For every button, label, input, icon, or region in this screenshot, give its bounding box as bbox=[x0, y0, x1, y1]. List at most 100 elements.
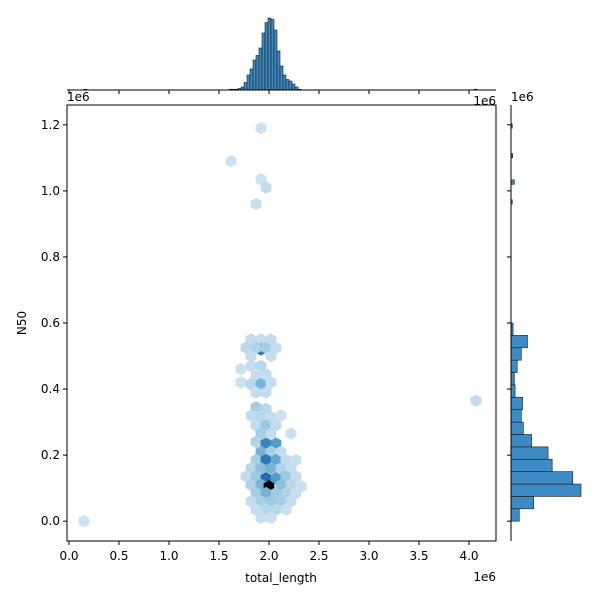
x-marginal-bar bbox=[249, 68, 254, 91]
x-marginal-histogram bbox=[83, 17, 478, 91]
hexbin-cell bbox=[270, 341, 282, 354]
hexbin-cell bbox=[265, 495, 277, 508]
hexbin-cell bbox=[280, 486, 292, 500]
y-tick-label: 0.4 bbox=[41, 382, 60, 396]
hexbin-cell bbox=[265, 427, 277, 440]
hexbin-cell bbox=[245, 377, 257, 391]
hexbin-cell bbox=[260, 453, 272, 467]
x-marginal-bar bbox=[279, 65, 284, 91]
x-marginal-bar bbox=[282, 74, 287, 91]
x-marginal-bar bbox=[261, 32, 266, 91]
hexbin-cell bbox=[260, 181, 272, 194]
hexbin-cell bbox=[265, 376, 277, 389]
y-tick-label: 0.0 bbox=[41, 514, 60, 528]
hexbin-cell bbox=[260, 503, 272, 516]
hexbin-cell bbox=[280, 453, 292, 467]
y-marginal-offset-label: 1e6 bbox=[511, 90, 534, 104]
y-axis-ticks: 0.0 0.2 0.4 0.6 0.8 1.0 1.2 bbox=[41, 118, 67, 528]
hexbin-cell bbox=[255, 173, 267, 186]
y-tick-label: 1.2 bbox=[41, 118, 60, 132]
y-tick-label: 0.2 bbox=[41, 448, 60, 462]
hexbin-cell bbox=[280, 503, 292, 516]
x-marginal-bar bbox=[273, 29, 278, 91]
hexbin-cell bbox=[250, 197, 262, 211]
x-tick-label: 2.5 bbox=[309, 549, 328, 563]
hexbin-cell bbox=[470, 394, 482, 407]
hexbin-cell bbox=[235, 376, 247, 389]
hexbin-cell bbox=[255, 495, 267, 508]
x-marginal-bar bbox=[258, 47, 263, 91]
x-marginal-bar bbox=[246, 74, 251, 91]
hexbin-cell bbox=[260, 386, 272, 399]
hexbin-cell bbox=[265, 333, 277, 346]
x-tick-label: 4.0 bbox=[459, 549, 478, 563]
y-marginal-bar bbox=[510, 446, 549, 460]
hexbin-cell bbox=[225, 155, 237, 168]
y-marginal-bar bbox=[510, 384, 516, 398]
hexbin-cell bbox=[78, 515, 90, 528]
hexbin-cell bbox=[240, 341, 252, 354]
hexbin-cell bbox=[235, 363, 247, 376]
y-tick-label: 1.0 bbox=[41, 184, 60, 198]
hexbin-cell bbox=[275, 409, 287, 422]
hexbin-cell bbox=[245, 359, 257, 373]
hexbin-cell bbox=[265, 462, 277, 475]
x-marginal-offset-label: 1e6 bbox=[473, 94, 496, 108]
x-offset-label: 1e6 bbox=[473, 570, 496, 584]
hexbin-cell bbox=[260, 419, 272, 432]
hexbin-cell bbox=[290, 486, 302, 500]
hexbin-cell bbox=[280, 470, 292, 483]
y-offset-label: 1e6 bbox=[67, 90, 90, 104]
hexbin-cell bbox=[285, 427, 297, 440]
x-marginal-bar bbox=[252, 59, 257, 91]
hexbin-cell bbox=[275, 478, 287, 491]
hexbin-cell bbox=[255, 410, 267, 424]
hexbin-cell bbox=[250, 386, 262, 399]
y-marginal-bar bbox=[510, 508, 520, 522]
hexbin-cell bbox=[265, 445, 277, 458]
x-marginal-bar bbox=[288, 80, 293, 91]
hexbin-cell bbox=[255, 445, 267, 458]
hexbin-cell bbox=[260, 486, 272, 500]
y-tick-label: 0.6 bbox=[41, 316, 60, 330]
hexbin-cell bbox=[255, 359, 267, 373]
y-marginal-bar bbox=[510, 483, 582, 497]
y-marginal-histogram bbox=[510, 123, 582, 522]
hexbin-cell bbox=[245, 495, 257, 508]
hexbin-cell bbox=[255, 377, 267, 391]
hexbin-cell bbox=[285, 462, 297, 475]
hexbin-cell bbox=[240, 470, 252, 483]
hexbin-cell bbox=[250, 453, 262, 467]
hexbin-cell bbox=[275, 445, 287, 458]
x-tick-label: 3.0 bbox=[359, 549, 378, 563]
hexbin-cell bbox=[260, 368, 272, 381]
hexbin-cell bbox=[265, 349, 277, 363]
y-marginal-ticks bbox=[507, 124, 511, 522]
x-tick-label: 3.5 bbox=[409, 549, 428, 563]
x-marginal-bar bbox=[270, 19, 275, 91]
hexbin-cell bbox=[250, 503, 262, 516]
hexbin-cell bbox=[270, 486, 282, 500]
hexbin-cell bbox=[250, 470, 262, 483]
x-marginal-bar bbox=[291, 83, 296, 91]
hexbin-cell bbox=[270, 419, 282, 432]
x-tick-label: 2.0 bbox=[259, 549, 278, 563]
hexbin-layer bbox=[78, 121, 482, 528]
hexbin-cell bbox=[285, 495, 297, 508]
y-marginal-bar bbox=[510, 471, 574, 485]
hexbin-cell bbox=[250, 341, 262, 354]
x-axis-ticks: 0.0 0.5 1.0 1.5 2.0 2.5 3.0 3.5 4.0 bbox=[59, 541, 479, 563]
hexbin-cell bbox=[270, 453, 282, 467]
x-marginal-bar bbox=[255, 55, 260, 91]
y-marginal-bar bbox=[510, 397, 523, 411]
hexbin-cell bbox=[265, 410, 277, 424]
hexbin-cell bbox=[270, 437, 282, 450]
hexbin-cell bbox=[245, 409, 257, 422]
x-axis-label: total_length bbox=[245, 571, 317, 585]
y-marginal-bar bbox=[510, 458, 553, 472]
hexbin-cell bbox=[270, 503, 282, 516]
hexbin-cell bbox=[275, 495, 287, 508]
y-marginal-bar bbox=[510, 434, 532, 448]
hexbin-cell bbox=[255, 511, 267, 525]
